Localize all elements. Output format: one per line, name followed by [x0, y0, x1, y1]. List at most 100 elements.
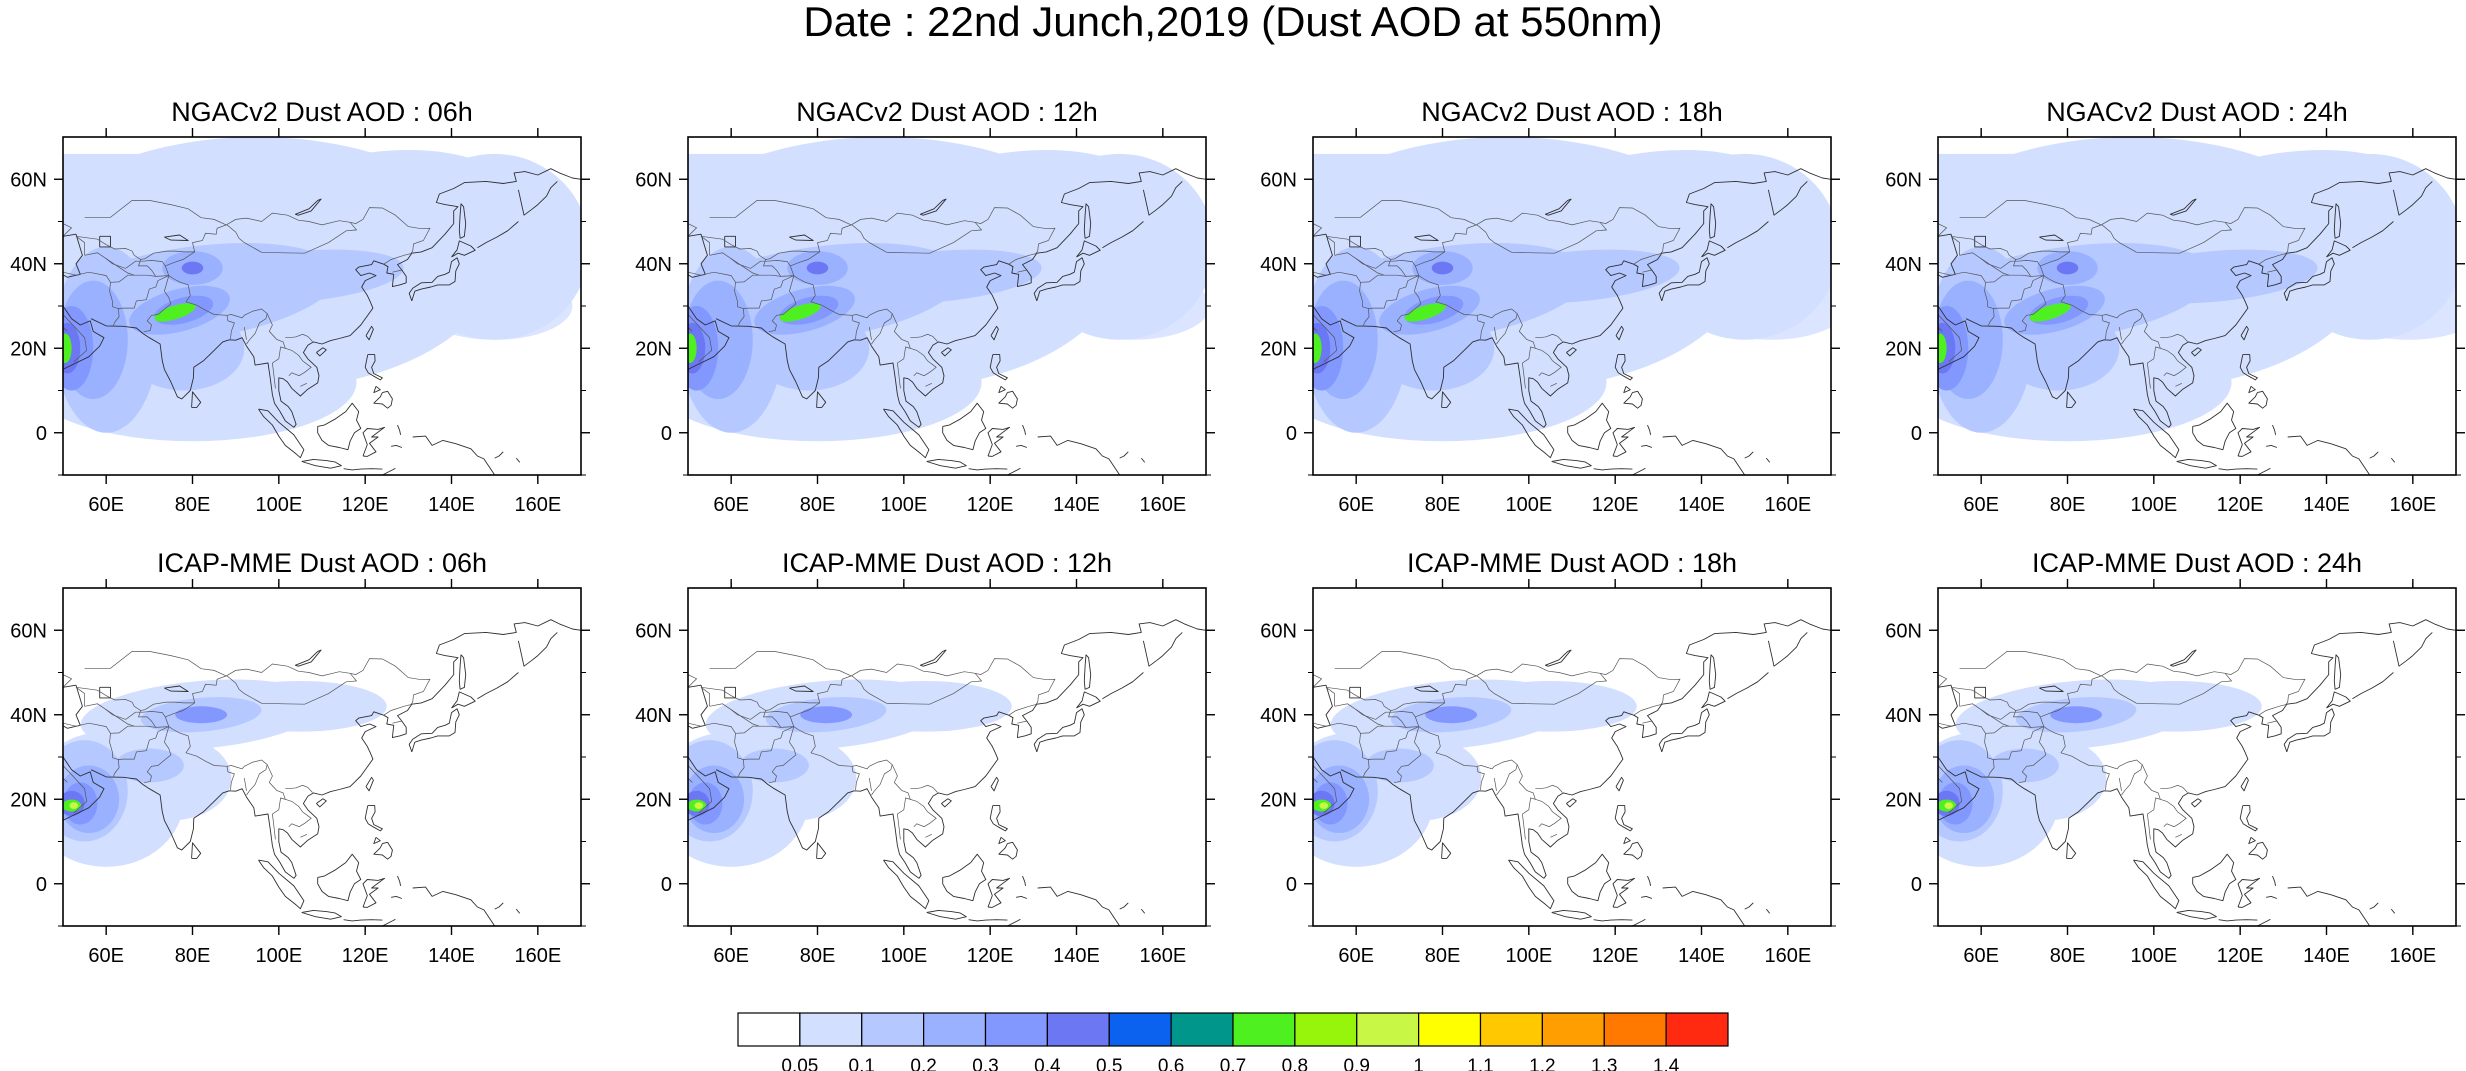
colorbar-swatch — [861, 1012, 925, 1047]
lat-tick-label: 60N — [1260, 620, 1297, 642]
lat-tick-label: 40N — [1260, 254, 1297, 276]
panel-title: ICAP-MME Dust AOD : 12h — [782, 548, 1112, 578]
lon-tick-label: 60E — [1963, 494, 1999, 516]
panel-title: ICAP-MME Dust AOD : 06h — [157, 548, 487, 578]
lat-tick-label: 0 — [661, 423, 672, 445]
panel-title: NGACv2 Dust AOD : 18h — [1421, 97, 1723, 127]
country-borders — [63, 200, 431, 389]
colorbar-swatch — [984, 1012, 1048, 1047]
map-panel: 60E 80E 100E 120E 140E 160E 60N 40N 20N 0 ICAP-MME… — [635, 548, 1215, 967]
lat-tick-label: 20N — [10, 338, 47, 360]
lon-tick-label: 120E — [1592, 494, 1639, 516]
lat-tick-label: 40N — [1260, 705, 1297, 727]
aod-field — [1938, 679, 2262, 867]
colorbar-label: 0.9 — [1344, 1056, 1370, 1071]
map-panel: 60E 80E 100E 120E 140E 160E 60N 40N 20N 0 NGACv2 D… — [1885, 97, 2465, 516]
colorbar-swatch — [923, 1012, 987, 1047]
colorbar-swatch — [737, 1012, 801, 1047]
lat-tick-label: 60N — [1260, 169, 1297, 191]
lon-tick-label: 120E — [1592, 945, 1639, 967]
lon-tick-label: 120E — [342, 945, 389, 967]
panel-title: NGACv2 Dust AOD : 06h — [171, 97, 473, 127]
colorbar-label: 1.3 — [1591, 1056, 1617, 1071]
lon-tick-label: 100E — [880, 945, 927, 967]
colorbar-label: 0.2 — [910, 1056, 936, 1071]
aod-field — [688, 679, 1012, 867]
lon-tick-label: 100E — [1505, 945, 1552, 967]
colorbar-label: 0.05 — [781, 1056, 818, 1071]
coastlines — [688, 168, 1206, 475]
lon-tick-label: 160E — [1139, 494, 1186, 516]
map-panel: 60E 80E 100E 120E 140E 160E 60N 40N 20N 0 NGACv2 D… — [1260, 97, 1840, 516]
colorbar-label: 0.1 — [849, 1056, 875, 1071]
colorbar-swatch — [1541, 1012, 1605, 1047]
lat-tick-label: 0 — [1286, 423, 1297, 445]
lat-tick-label: 40N — [10, 254, 47, 276]
lat-tick-label: 20N — [635, 338, 672, 360]
colorbar-label: 0.6 — [1158, 1056, 1184, 1071]
country-borders — [1938, 651, 2306, 840]
lat-tick-label: 40N — [1885, 254, 1922, 276]
colorbar-label: 1 — [1413, 1056, 1424, 1071]
lon-tick-label: 140E — [1053, 945, 1100, 967]
colorbar-swatch — [1418, 1012, 1482, 1047]
map-panel: 60E 80E 100E 120E 140E 160E 60N 40N 20N 0 ICAP-MME… — [1260, 548, 1840, 967]
colorbar-swatch — [1232, 1012, 1296, 1047]
lon-tick-label: 80E — [175, 945, 211, 967]
colorbar-swatch — [1046, 1012, 1110, 1047]
lon-tick-label: 140E — [2303, 945, 2350, 967]
lon-tick-label: 100E — [255, 945, 302, 967]
lon-tick-label: 100E — [880, 494, 927, 516]
lon-tick-label: 100E — [255, 494, 302, 516]
panel-title: NGACv2 Dust AOD : 24h — [2046, 97, 2348, 127]
coastlines — [688, 619, 1206, 926]
lon-tick-label: 160E — [1764, 494, 1811, 516]
lat-tick-label: 20N — [10, 789, 47, 811]
colorbar-label: 1.4 — [1653, 1056, 1680, 1071]
lat-tick-label: 20N — [1260, 338, 1297, 360]
aod-field — [688, 137, 1206, 442]
panel-title: NGACv2 Dust AOD : 12h — [796, 97, 1098, 127]
country-borders — [688, 651, 1056, 840]
lon-tick-label: 140E — [1678, 945, 1725, 967]
lon-tick-label: 140E — [2303, 494, 2350, 516]
lon-tick-label: 80E — [800, 945, 836, 967]
country-borders — [1313, 200, 1681, 389]
lon-tick-label: 80E — [2050, 494, 2086, 516]
lon-tick-label: 100E — [2130, 945, 2177, 967]
colorbar-label: 1.2 — [1529, 1056, 1555, 1071]
map-panel: 60E 80E 100E 120E 140E 160E 60N 40N 20N 0 ICAP-MME… — [1885, 548, 2465, 967]
lat-tick-label: 60N — [10, 620, 47, 642]
lat-tick-label: 60N — [635, 620, 672, 642]
panel-title: ICAP-MME Dust AOD : 24h — [2032, 548, 2362, 578]
lon-tick-label: 60E — [88, 494, 124, 516]
lon-tick-label: 80E — [1425, 494, 1461, 516]
aod-field — [1313, 679, 1637, 867]
lon-tick-label: 120E — [2217, 494, 2264, 516]
colorbar-swatch — [1294, 1012, 1358, 1047]
lat-tick-label: 0 — [1286, 874, 1297, 896]
lat-tick-label: 40N — [635, 705, 672, 727]
lon-tick-label: 80E — [175, 494, 211, 516]
colorbar-label: 0.4 — [1034, 1056, 1061, 1071]
lon-tick-label: 160E — [2389, 494, 2436, 516]
map-panel: 60E 80E 100E 120E 140E 160E 60N 40N 20N 0 ICAP-MME… — [10, 548, 590, 967]
lon-tick-label: 160E — [514, 494, 561, 516]
lon-tick-label: 60E — [1963, 945, 1999, 967]
aod-field — [63, 137, 581, 442]
colorbar-label: 0.7 — [1220, 1056, 1246, 1071]
lon-tick-label: 80E — [800, 494, 836, 516]
colorbar-swatch — [799, 1012, 863, 1047]
coastlines — [63, 168, 581, 475]
country-borders — [1938, 200, 2306, 389]
lat-tick-label: 40N — [10, 705, 47, 727]
panel-title: ICAP-MME Dust AOD : 18h — [1407, 548, 1737, 578]
lon-tick-label: 140E — [428, 494, 475, 516]
colorbar: 0.05 0.1 0.2 0.3 0.4 0.5 0.6 0.7 0.8 0.9 1 1.1 1.2 1.… — [737, 1012, 1729, 1071]
lat-tick-label: 0 — [661, 874, 672, 896]
lon-tick-label: 120E — [342, 494, 389, 516]
aod-field — [1938, 137, 2456, 442]
lon-tick-label: 60E — [1338, 945, 1374, 967]
